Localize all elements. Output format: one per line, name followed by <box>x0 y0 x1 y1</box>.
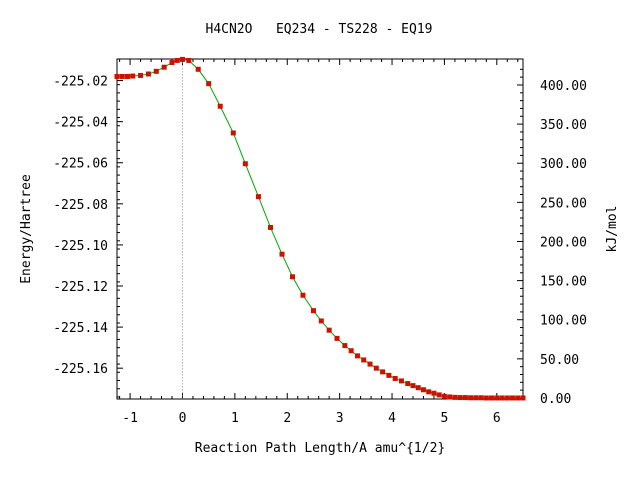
data-point <box>431 390 437 396</box>
data-point <box>367 361 373 367</box>
y-tick-label: -225.12 <box>53 280 108 295</box>
data-point <box>153 68 159 74</box>
series-line <box>117 58 523 399</box>
data-point <box>452 394 458 400</box>
y2-axis-label: kJ/mol <box>605 206 620 253</box>
data-point <box>145 71 151 77</box>
data-point <box>386 372 392 378</box>
x-tick-label: 3 <box>336 411 344 426</box>
y-tick-label: -225.06 <box>53 157 108 172</box>
y-tick-label: -225.02 <box>53 75 108 90</box>
data-point <box>499 395 505 401</box>
x-tick-label: 1 <box>231 411 239 426</box>
data-point <box>326 327 332 333</box>
data-point <box>119 73 125 79</box>
data-point <box>348 348 354 354</box>
data-point <box>179 56 185 62</box>
y2-tick-label: 300.00 <box>540 157 587 172</box>
data-point <box>468 395 474 401</box>
y-axis-energy: -225.16 -225.14 -225.12 -225.10 -225.08 -225.… <box>53 75 123 398</box>
data-point <box>420 387 426 393</box>
data-point <box>494 395 500 401</box>
y-tick-label: -225.16 <box>53 362 108 377</box>
y-axis-label: Energy/Hartree <box>19 174 34 284</box>
data-point <box>436 392 442 398</box>
data-point <box>334 335 340 341</box>
y2-tick-label: 400.00 <box>540 79 587 94</box>
data-point <box>230 130 236 136</box>
data-point <box>169 59 175 65</box>
data-point <box>405 381 411 387</box>
y-tick-label: -225.08 <box>53 198 108 213</box>
data-point <box>380 369 386 375</box>
data-point <box>426 389 432 395</box>
data-point <box>361 357 367 363</box>
data-point <box>279 251 285 257</box>
y2-tick-label: 150.00 <box>540 275 587 290</box>
data-point <box>138 72 144 78</box>
data-point <box>447 394 453 400</box>
data-point <box>318 318 324 324</box>
plot-frame <box>116 58 524 400</box>
y-tick-label: -225.10 <box>53 239 108 254</box>
y-tick-label: -225.14 <box>53 321 108 336</box>
data-point <box>114 73 120 79</box>
y2-tick-label: 350.00 <box>540 118 587 133</box>
data-point <box>161 64 167 70</box>
y-tick-label: -225.04 <box>53 116 108 131</box>
chart-title: H4CN2O EQ234 - TS228 - EQ19 <box>206 22 433 37</box>
y2-tick-label: 0.00 <box>540 392 571 407</box>
data-point <box>478 395 484 401</box>
data-point <box>242 161 248 167</box>
data-point <box>289 274 295 280</box>
data-point <box>124 73 130 79</box>
data-point <box>489 395 495 401</box>
series-layer <box>114 56 526 401</box>
data-point <box>515 395 521 401</box>
data-point <box>310 308 316 314</box>
data-point <box>267 224 273 230</box>
data-point <box>392 375 398 381</box>
data-point <box>462 395 468 401</box>
data-point <box>415 385 421 391</box>
data-point <box>473 395 479 401</box>
data-point <box>457 395 463 401</box>
y2-tick-label: 100.00 <box>540 314 587 329</box>
y2-tick-label: 50.00 <box>540 353 579 368</box>
data-point <box>398 378 404 384</box>
x-tick-label: 4 <box>388 411 396 426</box>
data-point <box>373 365 379 371</box>
data-point <box>342 343 348 349</box>
data-point <box>520 395 526 401</box>
data-point <box>206 81 212 87</box>
data-point <box>174 57 180 63</box>
x-tick-label: 0 <box>179 411 187 426</box>
x-axis: -1 0 1 2 3 4 5 6 <box>119 59 519 426</box>
data-point <box>195 66 201 72</box>
data-point <box>255 194 261 200</box>
y2-tick-label: 250.00 <box>540 196 587 211</box>
y2-tick-label: 200.00 <box>540 235 587 250</box>
data-point <box>300 292 306 298</box>
data-point <box>186 57 192 63</box>
x-tick-label: 6 <box>493 411 501 426</box>
x-tick-label: -1 <box>122 411 138 426</box>
data-point <box>441 393 447 399</box>
data-point <box>510 395 516 401</box>
data-point <box>504 395 510 401</box>
x-axis-label: Reaction Path Length/A amu^{1/2} <box>195 441 445 456</box>
x-tick-label: 5 <box>441 411 449 426</box>
data-point <box>130 73 136 79</box>
data-point <box>354 353 360 359</box>
data-point <box>217 103 223 109</box>
x-tick-label: 2 <box>283 411 291 426</box>
data-point <box>410 383 416 389</box>
data-point <box>483 395 489 401</box>
y-axis-kjmol: 0.00 50.00 100.00 150.00 200.00 250.00 300.00 3… <box>517 68 587 407</box>
